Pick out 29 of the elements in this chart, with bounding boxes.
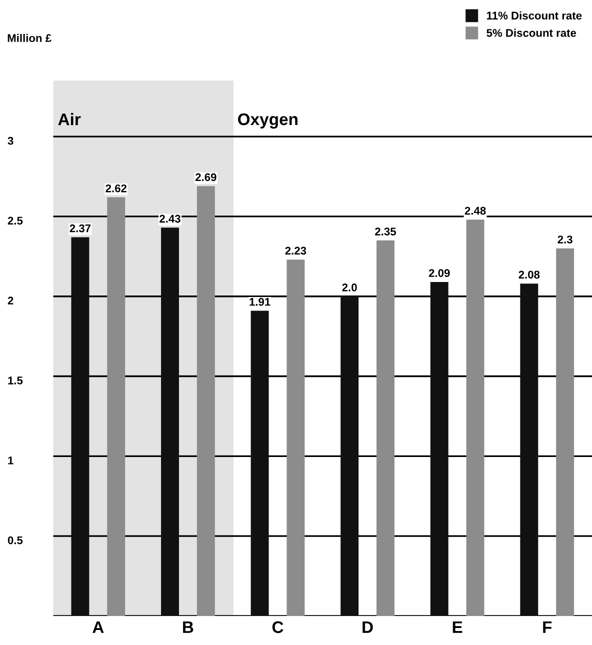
y-axis-title: Million £ xyxy=(8,34,52,42)
y-tick-label: 2.5 xyxy=(8,216,23,225)
x-tick-label: D xyxy=(362,621,373,633)
data-label: 2.48 xyxy=(464,206,486,215)
y-tick-label: 1.5 xyxy=(8,376,23,384)
annotation: Oxygen xyxy=(238,113,298,129)
data-label: 2.43 xyxy=(160,214,180,223)
legend-label: 5% Discount rate xyxy=(486,28,576,37)
data-label: 2.37 xyxy=(70,224,91,232)
y-tick-label: 1 xyxy=(8,456,14,464)
data-label: 2.09 xyxy=(428,269,450,278)
data-label: 2.23 xyxy=(285,246,306,255)
data-label: 2.0 xyxy=(342,284,357,292)
x-tick-label: C xyxy=(272,621,284,634)
data-label: 2.35 xyxy=(375,228,396,236)
y-tick-label: 3 xyxy=(8,136,14,145)
y-tick-label: 2 xyxy=(8,296,14,304)
data-label: 2.3 xyxy=(558,236,572,244)
x-tick-label: F xyxy=(543,621,552,633)
x-tick-label: E xyxy=(452,621,462,633)
data-label: 2.69 xyxy=(195,173,216,182)
data-label: 2.62 xyxy=(106,184,126,192)
x-tick-label: B xyxy=(183,621,194,633)
legend-label: 11% Discount rate xyxy=(486,11,582,20)
x-tick-label: A xyxy=(92,621,104,633)
y-tick-label: 0.5 xyxy=(8,536,23,544)
data-label: 2.08 xyxy=(518,270,540,279)
data-label: 1.91 xyxy=(250,298,270,306)
band-label: Air xyxy=(58,113,81,126)
